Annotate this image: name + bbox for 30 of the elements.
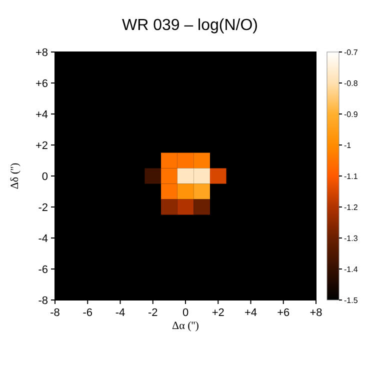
y-tick-label: +2: [35, 140, 48, 152]
y-tick-label: +6: [35, 78, 48, 90]
y-tick-label: 0: [42, 171, 48, 183]
x-tick-label: 0: [182, 307, 189, 319]
y-tick-label: -4: [38, 233, 48, 245]
x-axis-title: Δα (''): [172, 320, 200, 332]
color-bar-label: -0.9: [344, 110, 358, 119]
x-tick-label: +4: [244, 307, 258, 319]
y-tick-label: -2: [38, 202, 48, 214]
color-bar-label: -0.7: [344, 48, 358, 57]
chart-title: WR 039 – log(N/O): [122, 17, 258, 34]
color-bar-label: -1: [344, 141, 352, 150]
x-tick-label: -8: [50, 307, 60, 319]
y-tick-label: +8: [35, 47, 48, 59]
x-tick-label: +8: [310, 307, 322, 319]
color-bar-label: -1.5: [344, 296, 358, 305]
color-bar-label: -1.1: [344, 172, 358, 181]
x-tick-label: -2: [148, 307, 158, 319]
y-tick-label: -8: [38, 295, 48, 307]
y-axis-title: Δδ (''): [9, 162, 21, 190]
x-tick-label: +6: [277, 307, 290, 319]
color-bar-label: -1.4: [344, 265, 358, 274]
color-bar-label: -0.8: [344, 79, 358, 88]
x-tick-label: -6: [82, 307, 93, 319]
x-tick-label: +2: [212, 307, 224, 319]
color-bar-label: -1.2: [344, 203, 358, 212]
x-tick-label: -4: [115, 307, 126, 319]
color-bar-label: -1.3: [344, 234, 358, 243]
y-tick-label: +4: [35, 109, 48, 121]
y-tick-label: -6: [38, 264, 48, 276]
